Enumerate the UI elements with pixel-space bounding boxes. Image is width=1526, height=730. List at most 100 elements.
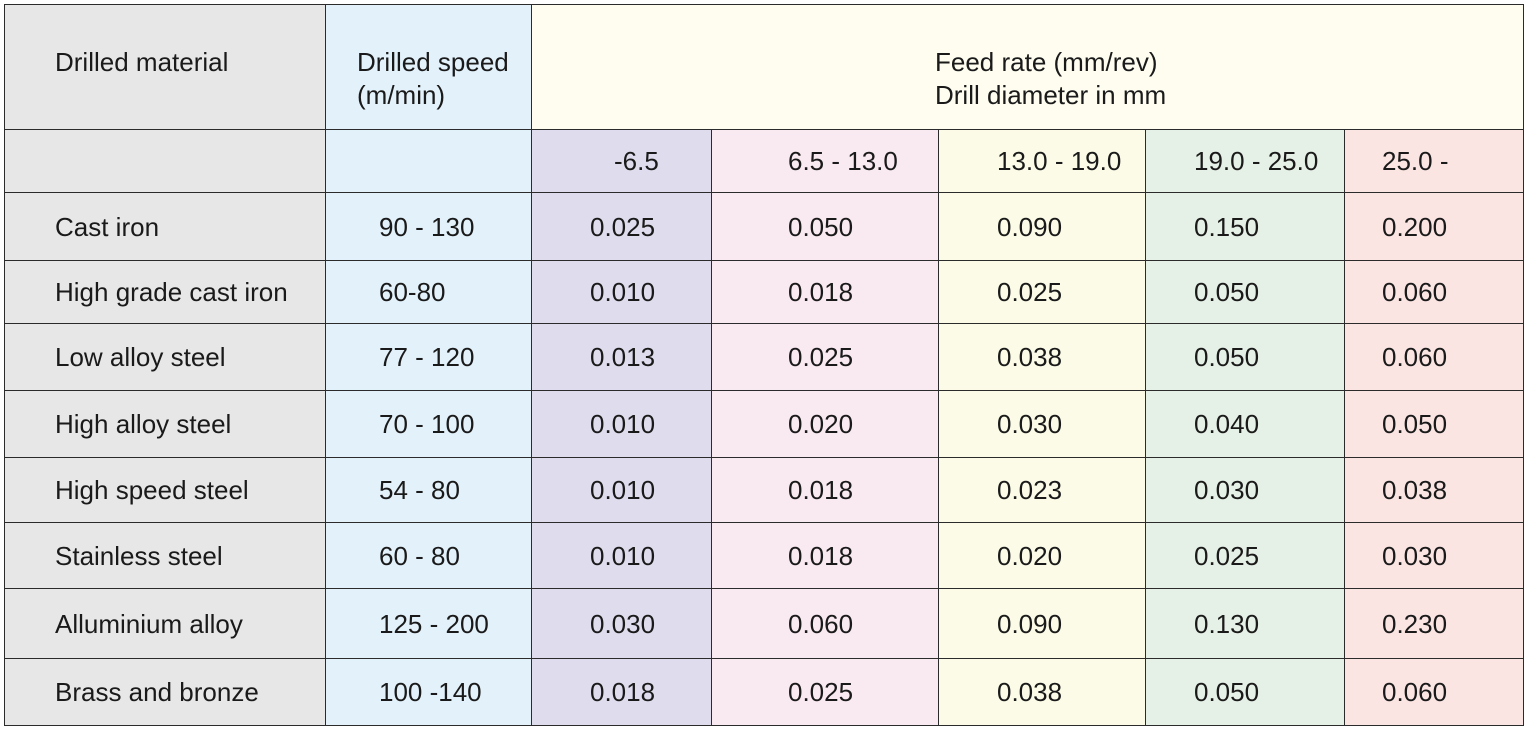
material-label: Brass and bronze xyxy=(55,677,259,707)
feed-value: 0.025 xyxy=(788,677,854,707)
feed-value: 0.010 xyxy=(590,475,656,505)
material-label: High grade cast iron xyxy=(55,277,288,307)
feed-value: 0.200 xyxy=(1382,212,1448,242)
feed-value: 0.030 xyxy=(1382,541,1448,571)
feed-value: 0.018 xyxy=(788,541,854,571)
header-feed-cell: Feed rate (mm/rev) Drill diameter in mm xyxy=(532,4,1524,130)
speed-cell: 70 - 100 xyxy=(326,391,532,458)
feed-value: 0.023 xyxy=(997,475,1063,505)
feed-cell: 0.025 xyxy=(712,659,938,726)
feed-cell: 0.018 xyxy=(712,523,938,589)
feed-cell: 0.018 xyxy=(712,458,938,523)
feed-value: 0.090 xyxy=(997,212,1063,242)
feed-cell: 0.025 xyxy=(1146,523,1345,589)
material-cell: High grade cast iron xyxy=(4,261,326,324)
feed-value: 0.038 xyxy=(997,342,1063,372)
divider-speed xyxy=(531,4,532,726)
feed-cell: 0.030 xyxy=(938,391,1146,458)
diameter-range-cell: 13.0 - 19.0 xyxy=(938,130,1146,193)
feed-value: 0.025 xyxy=(590,212,656,242)
feed-cell: 0.013 xyxy=(532,324,712,391)
feed-cell: 0.060 xyxy=(1345,261,1524,324)
feed-rate-table: Drilled material Drilled speed (m/min) F… xyxy=(4,4,1524,726)
feed-value: 0.150 xyxy=(1194,212,1260,242)
header-speed-label-line1: Drilled speed xyxy=(357,47,509,77)
feed-value: 0.018 xyxy=(788,277,854,307)
speed-value: 54 - 80 xyxy=(379,475,460,505)
header-material-cell: Drilled material xyxy=(4,4,326,130)
divider-material xyxy=(325,4,326,726)
speed-value: 90 - 130 xyxy=(379,212,475,242)
speed-value: 77 - 120 xyxy=(379,342,475,372)
header-speed-label-line2: (m/min) xyxy=(357,80,446,110)
feed-cell: 0.025 xyxy=(712,324,938,391)
feed-cell: 0.030 xyxy=(532,589,712,659)
feed-value: 0.030 xyxy=(590,609,656,639)
material-cell: High alloy steel xyxy=(4,391,326,458)
feed-value: 0.050 xyxy=(1194,677,1260,707)
feed-value: 0.018 xyxy=(590,677,656,707)
feed-cell: 0.130 xyxy=(1146,589,1345,659)
row-divider xyxy=(4,457,1524,458)
speed-cell: 125 - 200 xyxy=(326,589,532,659)
feed-value: 0.010 xyxy=(590,277,656,307)
feed-value: 0.050 xyxy=(1194,342,1260,372)
table-border-top xyxy=(4,4,1524,5)
diameter-range-label: -6.5 xyxy=(614,146,659,176)
divider-diameter xyxy=(711,130,712,726)
feed-cell: 0.050 xyxy=(1146,659,1345,726)
feed-cell: 0.025 xyxy=(532,193,712,261)
header-feed-label-line1: Feed rate (mm/rev) xyxy=(935,47,1158,77)
feed-cell: 0.060 xyxy=(712,589,938,659)
feed-cell: 0.050 xyxy=(1146,324,1345,391)
feed-cell: 0.030 xyxy=(1345,523,1524,589)
divider-diameter xyxy=(1344,130,1345,726)
speed-cell: 90 - 130 xyxy=(326,193,532,261)
feed-cell: 0.230 xyxy=(1345,589,1524,659)
feed-value: 0.050 xyxy=(1194,277,1260,307)
feed-value: 0.038 xyxy=(1382,475,1448,505)
feed-value: 0.020 xyxy=(788,409,854,439)
subheader-material-cell xyxy=(4,130,326,193)
table-border-bottom xyxy=(4,725,1524,726)
row-divider xyxy=(4,522,1524,523)
feed-cell: 0.018 xyxy=(532,659,712,726)
material-cell: Stainless steel xyxy=(4,523,326,589)
material-cell: Low alloy steel xyxy=(4,324,326,391)
feed-cell: 0.038 xyxy=(938,659,1146,726)
row-divider xyxy=(4,260,1524,261)
feed-cell: 0.010 xyxy=(532,458,712,523)
speed-value: 125 - 200 xyxy=(379,609,489,639)
diameter-range-label: 13.0 - 19.0 xyxy=(997,146,1122,176)
feed-value: 0.130 xyxy=(1194,609,1260,639)
feed-value: 0.025 xyxy=(1194,541,1260,571)
speed-cell: 77 - 120 xyxy=(326,324,532,391)
material-cell: Cast iron xyxy=(4,193,326,261)
feed-value: 0.025 xyxy=(997,277,1063,307)
header-speed-cell: Drilled speed (m/min) xyxy=(326,4,532,130)
material-label: High speed steel xyxy=(55,475,249,505)
material-cell: High speed steel xyxy=(4,458,326,523)
speed-value: 70 - 100 xyxy=(379,409,475,439)
speed-value: 60-80 xyxy=(379,277,446,307)
feed-value: 0.010 xyxy=(590,541,656,571)
feed-cell: 0.200 xyxy=(1345,193,1524,261)
feed-value: 0.025 xyxy=(788,342,854,372)
feed-cell: 0.040 xyxy=(1146,391,1345,458)
feed-value: 0.050 xyxy=(1382,409,1448,439)
feed-cell: 0.018 xyxy=(712,261,938,324)
feed-value: 0.020 xyxy=(997,541,1063,571)
divider-subheader-row xyxy=(4,192,1524,193)
speed-cell: 100 -140 xyxy=(326,659,532,726)
feed-value: 0.060 xyxy=(788,609,854,639)
speed-value: 100 -140 xyxy=(379,677,482,707)
material-label: High alloy steel xyxy=(55,409,232,439)
material-label: Low alloy steel xyxy=(55,342,226,372)
divider-diameter xyxy=(1145,130,1146,726)
feed-value: 0.010 xyxy=(590,409,656,439)
feed-cell: 0.050 xyxy=(1345,391,1524,458)
feed-value: 0.060 xyxy=(1382,277,1448,307)
feed-value: 0.090 xyxy=(997,609,1063,639)
diameter-range-label: 25.0 - xyxy=(1382,146,1449,176)
diameter-range-cell: 25.0 - xyxy=(1345,130,1524,193)
